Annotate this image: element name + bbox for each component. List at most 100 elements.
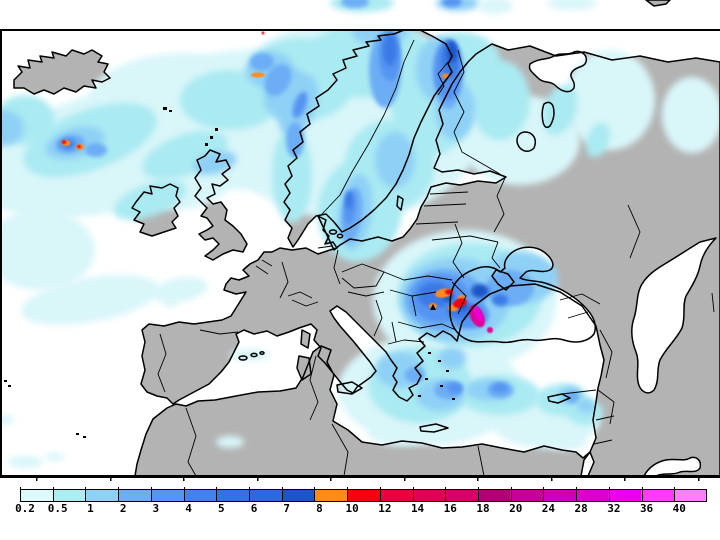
legend-swatch (640, 490, 674, 501)
legend-tick-label: 0.2 (15, 502, 35, 515)
precip-blob-L5 (492, 383, 508, 393)
map-frame (0, 29, 720, 481)
legend-swatch (477, 490, 511, 501)
precip-blob-L1 (368, 418, 432, 446)
precip-blob-L4 (341, 0, 369, 8)
precip-blob-L1 (136, 288, 154, 296)
precip-blob-L6 (492, 294, 508, 306)
frame-tick (624, 477, 626, 481)
precip-blob-L1 (2, 415, 14, 425)
precip-blob-L2 (470, 60, 530, 140)
precip-blob-L2 (113, 180, 187, 220)
precip-blob-L8 (447, 41, 457, 63)
precip-blob-PK (473, 306, 483, 322)
legend-tick-label: 0.5 (47, 502, 68, 515)
legend-tick (412, 487, 414, 502)
precip-blob-L4 (250, 53, 274, 71)
frame-tick (477, 477, 479, 481)
legend-tick-label: 16 (443, 502, 457, 515)
legend-swatch (347, 490, 380, 501)
precip-blob-L3 (438, 347, 466, 369)
legend-tick (674, 487, 676, 502)
precip-blob-L3 (2, 110, 24, 146)
legend-tick-label: 36 (639, 502, 654, 515)
precip-blob-L5 (447, 382, 463, 394)
frame-tick (698, 477, 700, 481)
legend-swatch (673, 490, 707, 501)
precip-blob-RD (61, 140, 67, 144)
precipitation-legend-colorbar (20, 489, 707, 502)
legend-tick (543, 487, 545, 502)
frame-tick (330, 477, 332, 481)
precip-blob-OR (251, 72, 265, 78)
legend-tick-label: 14 (410, 502, 425, 515)
precip-blob-L3 (375, 132, 415, 188)
legend-tick-label: 3 (152, 502, 160, 515)
border-layer (157, 39, 715, 477)
legend-tick (281, 487, 283, 502)
legend-tick-label: 5 (217, 502, 225, 515)
legend-tick (150, 487, 152, 502)
precip-blob-L6 (345, 191, 353, 209)
precip-blob-L8 (471, 284, 489, 298)
precip-blob-L1 (152, 277, 208, 303)
legend-tick-label: 1 (87, 502, 94, 515)
legend-tick (314, 487, 316, 502)
legend-tick-label: 40 (672, 502, 686, 515)
legend-swatch (379, 490, 413, 501)
legend-tick (85, 487, 87, 502)
legend-tick (510, 487, 512, 502)
precip-blob-L1 (662, 77, 720, 153)
legend-tick (641, 487, 643, 502)
precip-blob-MG (487, 327, 493, 333)
precip-blob-L6 (418, 282, 452, 308)
precip-blob-L1 (45, 453, 65, 461)
precip-blob-L5 (292, 91, 308, 119)
legend-tick (216, 487, 218, 502)
legend-tick-label: 8 (316, 502, 323, 515)
legend-tick-label: 6 (250, 502, 258, 515)
precip-blob-RD (453, 298, 467, 308)
precip-blob-L2 (142, 130, 228, 180)
precip-blob-L1 (230, 349, 270, 361)
legend-swatch (314, 490, 348, 501)
legend-tick (347, 487, 349, 502)
legend-swatch (184, 490, 217, 501)
legend-tick (445, 487, 447, 502)
legend-swatch (445, 490, 478, 501)
precip-blob-L1 (2, 210, 95, 290)
legend-swatch (608, 490, 641, 501)
legend-tick (379, 487, 381, 502)
legend-swatch (21, 490, 54, 501)
legend-swatch (151, 490, 185, 501)
legend-tick (249, 487, 250, 502)
precip-blob-L4 (85, 143, 107, 157)
precip-blob-L1 (565, 50, 655, 150)
precip-blob-L6 (383, 34, 397, 66)
legend-tick-label: 28 (574, 502, 588, 515)
precip-blob-L1 (7, 456, 43, 468)
precip-blob-L3 (577, 399, 595, 413)
legend-tick-label: 7 (283, 502, 291, 515)
legend-tick (608, 487, 610, 502)
precip-blob-L4 (565, 391, 579, 403)
frame-tick (404, 477, 406, 481)
frame-tick (257, 477, 259, 481)
precip-blob-RD (261, 31, 265, 35)
precip-blob-L2 (585, 122, 611, 158)
frame-tick (36, 477, 38, 481)
small-islands (4, 107, 455, 438)
legend-tick-label: 10 (345, 502, 359, 515)
legend-swatch (249, 490, 282, 501)
precip-blob-L1 (163, 299, 177, 307)
precip-blob-L1 (477, 0, 513, 14)
legend-tick-label: 32 (607, 502, 621, 515)
legend-swatch (543, 490, 576, 501)
station-triangle-marker (430, 304, 436, 310)
precip-blob-L1 (2, 230, 35, 270)
legend-tick-label: 4 (185, 502, 192, 515)
precip-blob-L5 (442, 0, 462, 7)
precip-blob-L1 (543, 434, 587, 450)
legend-tick (118, 487, 120, 502)
